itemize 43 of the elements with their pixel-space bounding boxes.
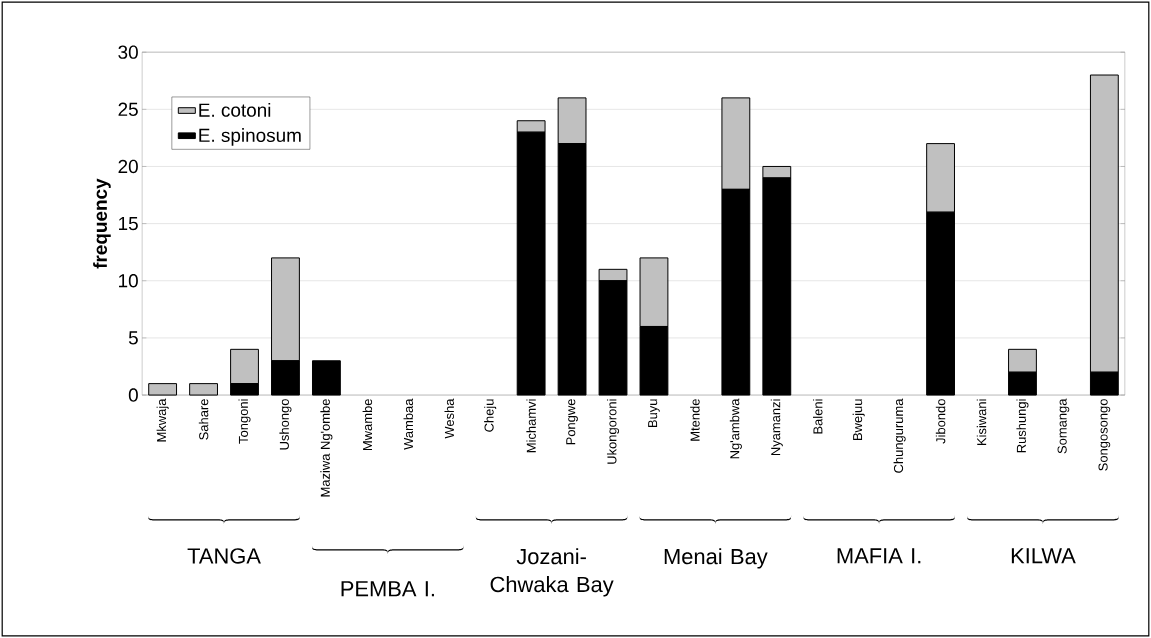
- x-tick-label: Wambaa: [403, 398, 414, 450]
- x-tick-label: Songosongo: [1098, 399, 1111, 471]
- legend-label: E. spinosum: [199, 128, 301, 146]
- x-tick-label: Bwejuu: [852, 399, 865, 440]
- x-tick-label: Michamvi: [526, 399, 536, 453]
- text: TANGA: [187, 548, 261, 564]
- x-tick-label: Pongwe: [566, 399, 578, 445]
- x-tick-label: Ukongoroni: [606, 399, 620, 464]
- x-tick-label: Nyamanzi: [770, 399, 783, 455]
- bar: [189, 383, 218, 396]
- bar: [148, 383, 178, 396]
- x-tick-label: Tongoni: [238, 399, 251, 444]
- x-tick-label: Rushungi: [1016, 399, 1029, 453]
- x-tick-label: Mtende: [690, 399, 700, 441]
- x-tick-label: Maziwa Ng'ombe: [320, 399, 333, 497]
- x-tick-label: Sahare: [198, 399, 209, 440]
- y-tick-label: 20: [118, 159, 138, 174]
- y-tick-label: 5: [128, 331, 138, 345]
- text: KILWA: [1011, 548, 1076, 564]
- y-axis-title: frequency: [93, 178, 111, 269]
- x-tick-label: Wesha: [444, 398, 454, 439]
- x-tick-label: Somanga: [1057, 398, 1070, 454]
- bar: [311, 360, 341, 396]
- y-tick-label: 30: [118, 45, 138, 59]
- y-tick-label: 0: [128, 388, 138, 402]
- x-tick-label: Mwambe: [362, 399, 373, 450]
- x-tick-label: Jibondo: [935, 399, 946, 444]
- y-tick-label: 15: [119, 216, 138, 231]
- x-tick-label: Chunguruma: [893, 398, 906, 473]
- x-tick-label: Cheju: [484, 399, 497, 432]
- x-tick-label: Ng'ambwa: [729, 398, 742, 459]
- text: Jozani-Chwaka Bay: [490, 548, 614, 597]
- text: PEMBA I.: [341, 581, 434, 597]
- x-tick-label: Kisiwani: [976, 399, 987, 445]
- text: Menai Bay: [664, 548, 768, 569]
- x-tick-label: Buyu: [648, 399, 660, 427]
- text: MAFIA I.: [837, 548, 921, 564]
- x-tick-label: Ushongo: [279, 399, 292, 450]
- y-tick-label: 25: [118, 102, 138, 116]
- legend-label: E. cotoni: [199, 102, 271, 117]
- x-tick-label: Mkwaja: [156, 398, 169, 442]
- x-tick-label: Baleni: [812, 399, 823, 434]
- y-tick-label: 10: [119, 273, 138, 288]
